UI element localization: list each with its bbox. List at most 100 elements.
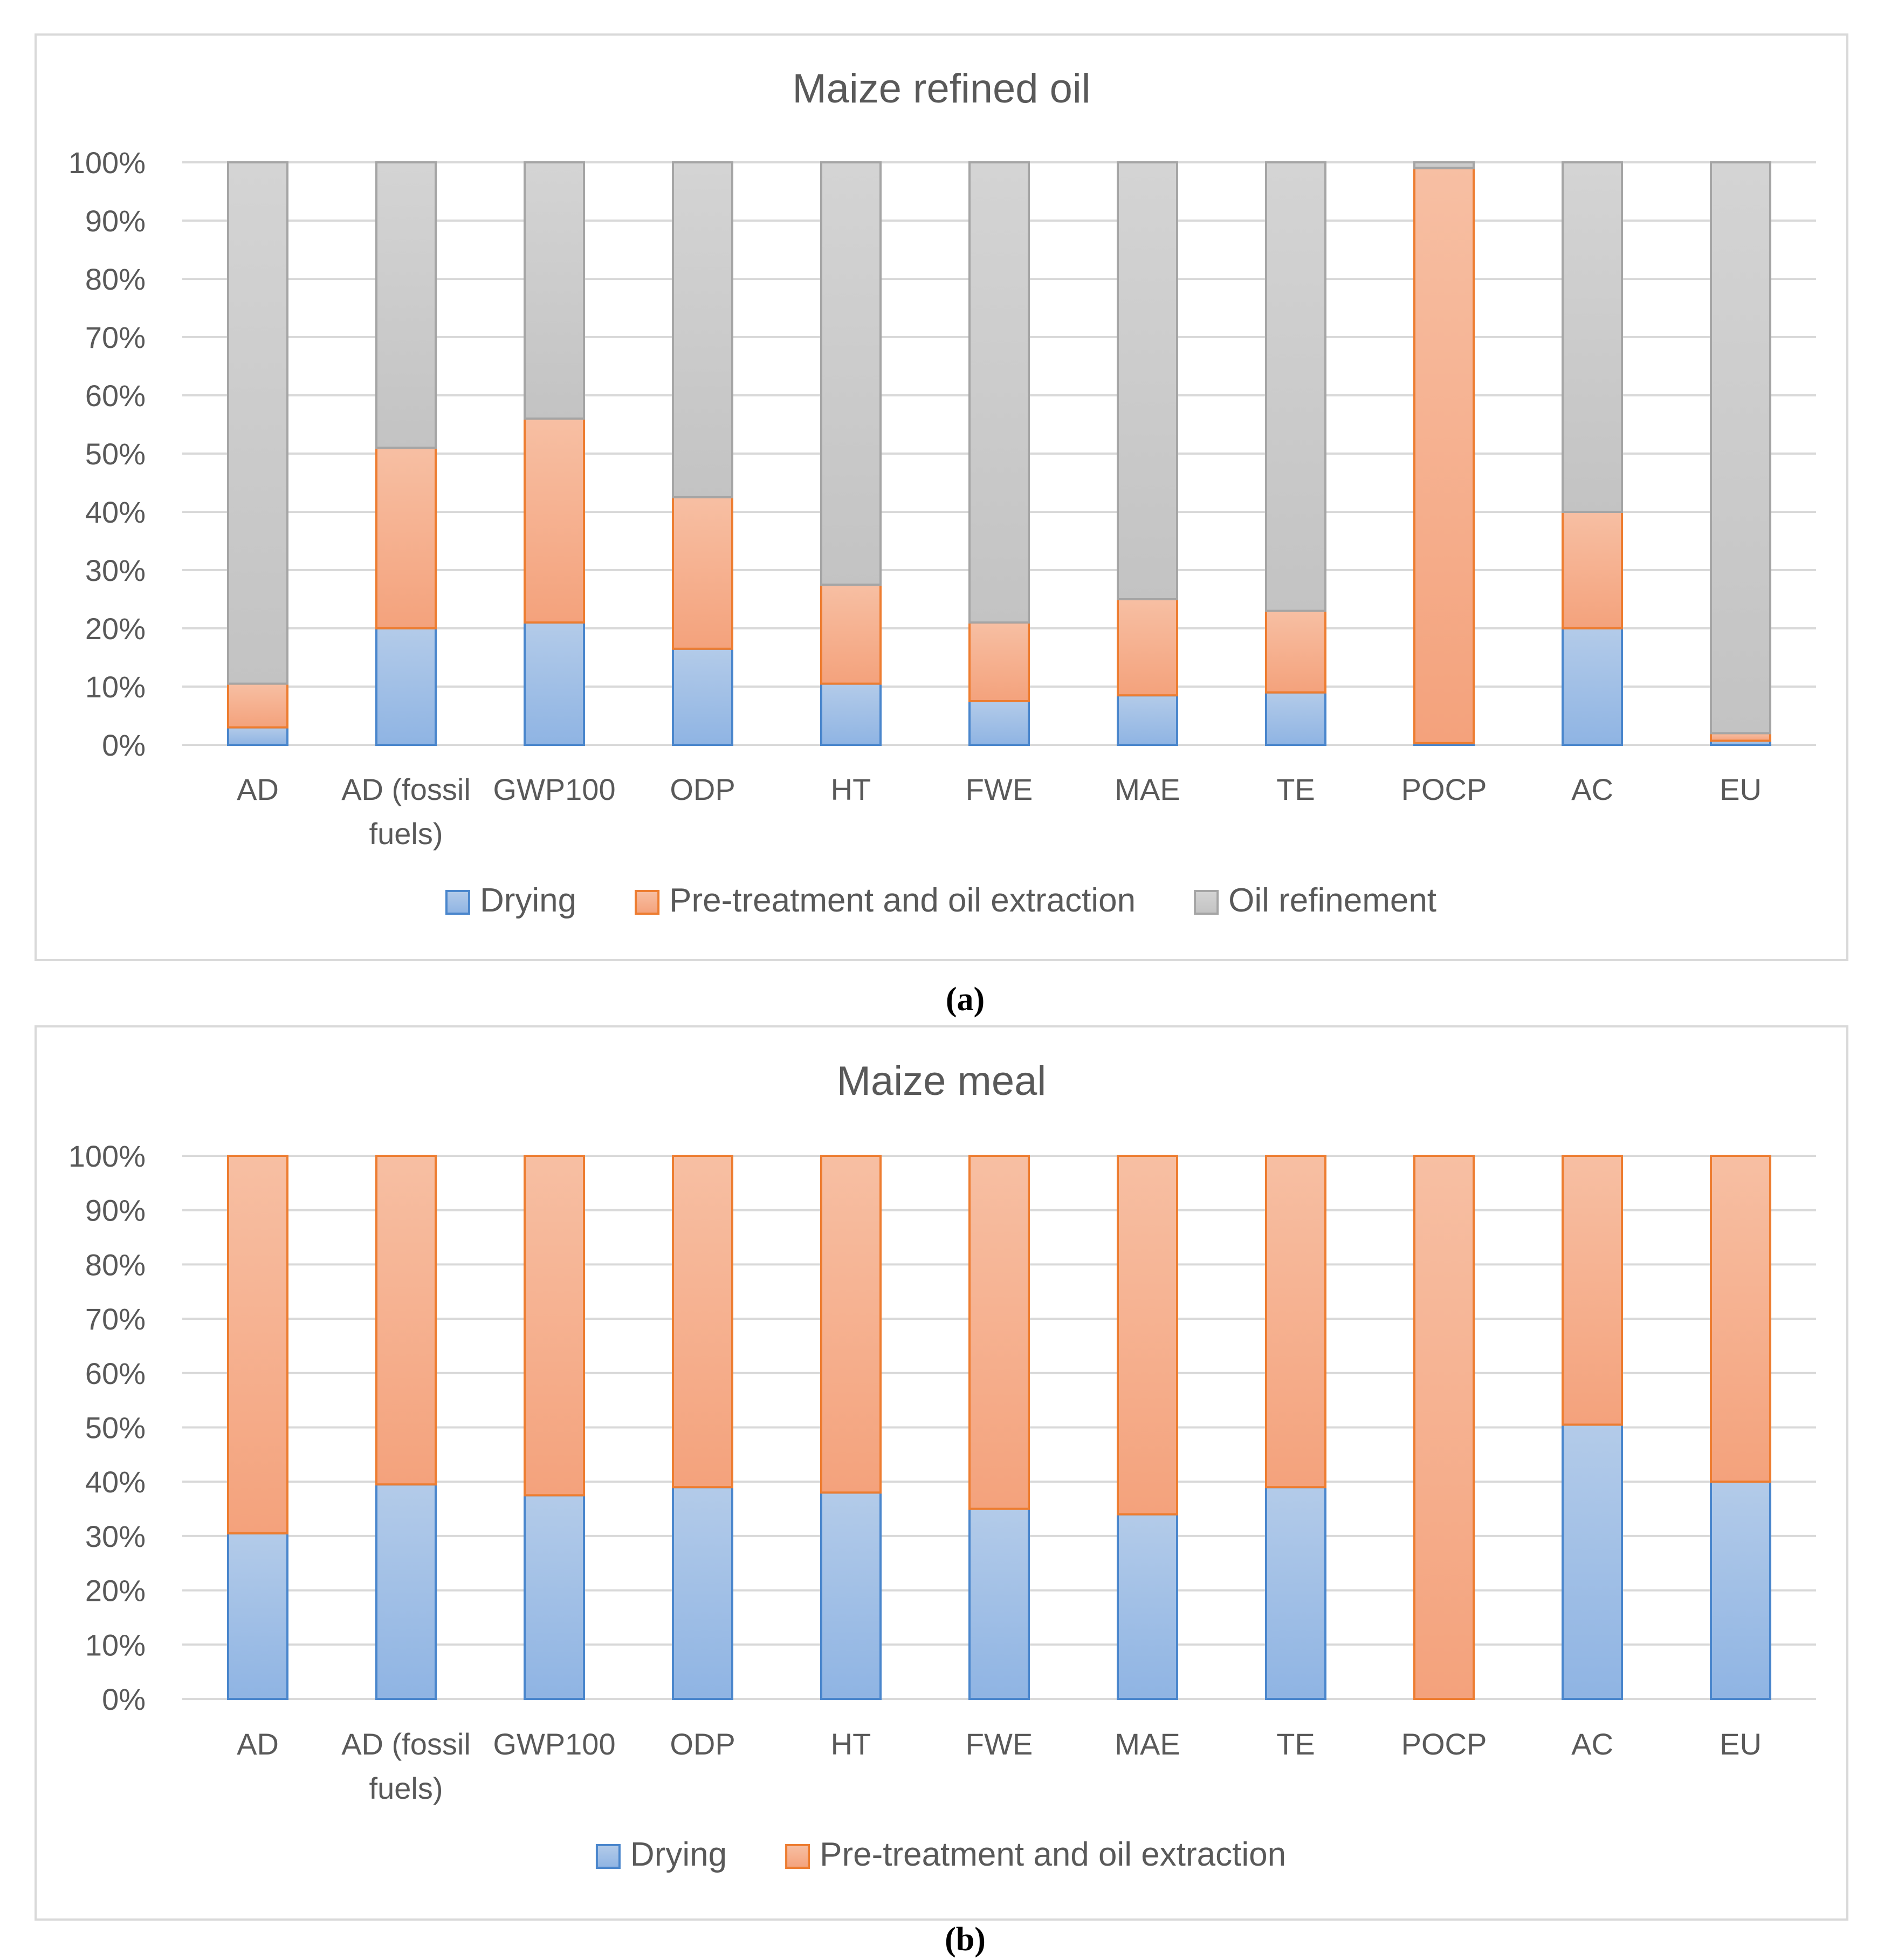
chart-a-y-tick-label: 100% xyxy=(68,146,146,180)
chart-a-y-tick-label: 0% xyxy=(102,728,146,762)
chart-a-y-tick-label: 40% xyxy=(85,495,146,529)
chart-a-legend-swatch-pre-treatment-and-oil-extraction xyxy=(635,890,660,915)
chart-a-x-tick-label: AC xyxy=(1571,772,1613,806)
chart-b-bar-ac-drying xyxy=(1562,1423,1623,1701)
chart-a-bar-ad-fossil-fuels-oil-refinement xyxy=(375,161,437,449)
chart-a-bar-ad-fossil-fuels-drying xyxy=(375,627,437,746)
chart-a-x-tick-label: TE xyxy=(1276,772,1315,806)
chart-a-bar-te-pre-treatment-and-oil-extraction xyxy=(1265,609,1326,694)
chart-a-bar-ac-pre-treatment-and-oil-extraction xyxy=(1562,511,1623,629)
chart-b-bar-eu-drying xyxy=(1710,1481,1771,1700)
chart-a-bar-te-oil-refinement xyxy=(1265,161,1326,612)
chart-b-x-tick-label: FWE xyxy=(966,1727,1033,1761)
chart-b-bar-ad-pre-treatment-and-oil-extraction xyxy=(227,1155,288,1534)
chart-b: Maize meal 0% 10% 20% 30% 40% 50% 60% 70% 80% 90% 1… xyxy=(35,1025,1848,1921)
chart-a-x-tick-label: ODP xyxy=(670,772,735,806)
chart-a-bar-odp-drying xyxy=(672,647,733,746)
chart-a-bar-pocp-oil-refinement xyxy=(1413,161,1475,169)
chart-b-bar-gwp100-pre-treatment-and-oil-extraction xyxy=(524,1155,585,1497)
chart-a-frame xyxy=(35,33,1848,961)
chart-a-x-tick-label: GWP100 xyxy=(493,772,615,806)
chart-b-bar-ht-drying xyxy=(820,1491,882,1701)
chart-b-legend-swatch-pre-treatment-and-oil-extraction xyxy=(785,1844,810,1869)
chart-a: Maize refined oil 0% 10% 20% 30% 40% 50% 60% 70%… xyxy=(35,33,1848,961)
chart-b-bar-fwe-pre-treatment-and-oil-extraction xyxy=(968,1155,1030,1510)
chart-a-y-tick-label: 90% xyxy=(85,204,146,238)
chart-b-x-tick-label: AD (fossil fuels) xyxy=(341,1727,471,1805)
chart-b-y-tick-label: 10% xyxy=(85,1628,146,1662)
chart-b-x-tick-label: TE xyxy=(1276,1727,1315,1761)
chart-a-bar-ad-drying xyxy=(227,726,288,746)
chart-a-x-tick-label: MAE xyxy=(1115,772,1180,806)
chart-b-bar-odp-drying xyxy=(672,1486,733,1701)
chart-b-y-tick-label: 60% xyxy=(85,1356,146,1390)
chart-a-y-tick-label: 10% xyxy=(85,670,146,704)
chart-b-bar-ac-pre-treatment-and-oil-extraction xyxy=(1562,1155,1623,1426)
chart-a-bar-fwe-drying xyxy=(968,700,1030,746)
chart-a-bar-ad-oil-refinement xyxy=(227,161,288,685)
chart-b-bar-fwe-drying xyxy=(968,1507,1030,1701)
chart-a-legend-label: Drying xyxy=(480,882,576,919)
chart-b-bar-ht-pre-treatment-and-oil-extraction xyxy=(820,1155,882,1494)
chart-a-bar-ht-drying xyxy=(820,682,882,746)
chart-b-legend-label: Pre-treatment and oil extraction xyxy=(820,1836,1286,1873)
chart-b-y-tick-label: 0% xyxy=(102,1682,146,1716)
chart-a-x-tick-label: FWE xyxy=(966,772,1033,806)
chart-a-bar-mae-drying xyxy=(1117,694,1178,746)
chart-a-bar-odp-oil-refinement xyxy=(672,161,733,498)
chart-b-bar-mae-pre-treatment-and-oil-extraction xyxy=(1117,1155,1178,1516)
chart-a-legend-swatch-oil-refinement xyxy=(1194,890,1219,915)
chart-a-bar-ht-pre-treatment-and-oil-extraction xyxy=(820,584,882,685)
chart-b-frame xyxy=(35,1025,1848,1921)
chart-a-bar-ad-fossil-fuels-pre-treatment-and-oil-extraction xyxy=(375,447,437,629)
chart-a-bar-eu-pre-treatment-and-oil-extraction xyxy=(1710,732,1771,742)
chart-b-bar-ad-drying xyxy=(227,1532,288,1700)
chart-b-bar-te-drying xyxy=(1265,1486,1326,1701)
chart-b-bar-odp-pre-treatment-and-oil-extraction xyxy=(672,1155,733,1489)
chart-a-bar-ac-drying xyxy=(1562,627,1623,746)
chart-b-bar-ad-fossil-fuels-drying xyxy=(375,1483,437,1701)
chart-b-y-tick-label: 90% xyxy=(85,1194,146,1228)
chart-a-bar-te-drying xyxy=(1265,691,1326,746)
chart-a-y-tick-label: 30% xyxy=(85,553,146,587)
chart-b-y-tick-label: 100% xyxy=(68,1139,146,1173)
chart-b-x-tick-label: MAE xyxy=(1115,1727,1180,1761)
chart-a-bar-odp-pre-treatment-and-oil-extraction xyxy=(672,496,733,650)
chart-b-x-tick-label: ODP xyxy=(670,1727,735,1761)
chart-b-bar-ad-fossil-fuels-pre-treatment-and-oil-extraction xyxy=(375,1155,437,1486)
chart-b-bar-gwp100-drying xyxy=(524,1494,585,1700)
chart-a-legend: Drying Pre-treatment and oil extraction Oi… xyxy=(445,882,1436,919)
chart-a-y-tick-label: 50% xyxy=(85,437,146,471)
chart-b-legend-swatch-drying xyxy=(595,1844,621,1869)
chart-a-bar-gwp100-pre-treatment-and-oil-extraction xyxy=(524,417,585,624)
chart-a-x-tick-label: HT xyxy=(831,772,871,806)
chart-a-x-tick-label: EU xyxy=(1720,772,1762,806)
chart-a-bar-fwe-oil-refinement xyxy=(968,161,1030,624)
chart-a-bar-mae-pre-treatment-and-oil-extraction xyxy=(1117,598,1178,697)
chart-b-y-tick-label: 40% xyxy=(85,1465,146,1499)
chart-a-y-tick-label: 70% xyxy=(85,320,146,354)
chart-b-x-tick-label: EU xyxy=(1720,1727,1762,1761)
chart-b-y-tick-label: 70% xyxy=(85,1302,146,1336)
chart-a-bar-pocp-pre-treatment-and-oil-extraction xyxy=(1413,167,1475,744)
chart-b-bar-eu-pre-treatment-and-oil-extraction xyxy=(1710,1155,1771,1483)
chart-a-bar-gwp100-drying xyxy=(524,621,585,746)
chart-b-y-tick-label: 30% xyxy=(85,1519,146,1553)
chart-b-title: Maize meal xyxy=(837,1058,1047,1104)
chart-a-x-tick-label: AD (fossil fuels) xyxy=(341,772,471,851)
chart-a-bar-mae-oil-refinement xyxy=(1117,161,1178,600)
chart-a-legend-label: Pre-treatment and oil extraction xyxy=(669,882,1136,919)
chart-b-y-tick-label: 20% xyxy=(85,1574,146,1608)
chart-b-bar-mae-drying xyxy=(1117,1513,1178,1701)
chart-a-bar-ac-oil-refinement xyxy=(1562,161,1623,513)
chart-b-x-tick-label: HT xyxy=(831,1727,871,1761)
chart-a-bar-ht-oil-refinement xyxy=(820,161,882,586)
chart-a-caption: (a) xyxy=(946,981,985,1018)
chart-b-bar-pocp-pre-treatment-and-oil-extraction xyxy=(1413,1155,1475,1700)
chart-a-bar-ad-pre-treatment-and-oil-extraction xyxy=(227,682,288,729)
chart-a-y-tick-label: 60% xyxy=(85,379,146,413)
chart-b-legend: Drying Pre-treatment and oil extraction xyxy=(595,1836,1286,1873)
chart-b-x-tick-label: AC xyxy=(1571,1727,1613,1761)
chart-b-x-tick-label: POCP xyxy=(1401,1727,1487,1761)
